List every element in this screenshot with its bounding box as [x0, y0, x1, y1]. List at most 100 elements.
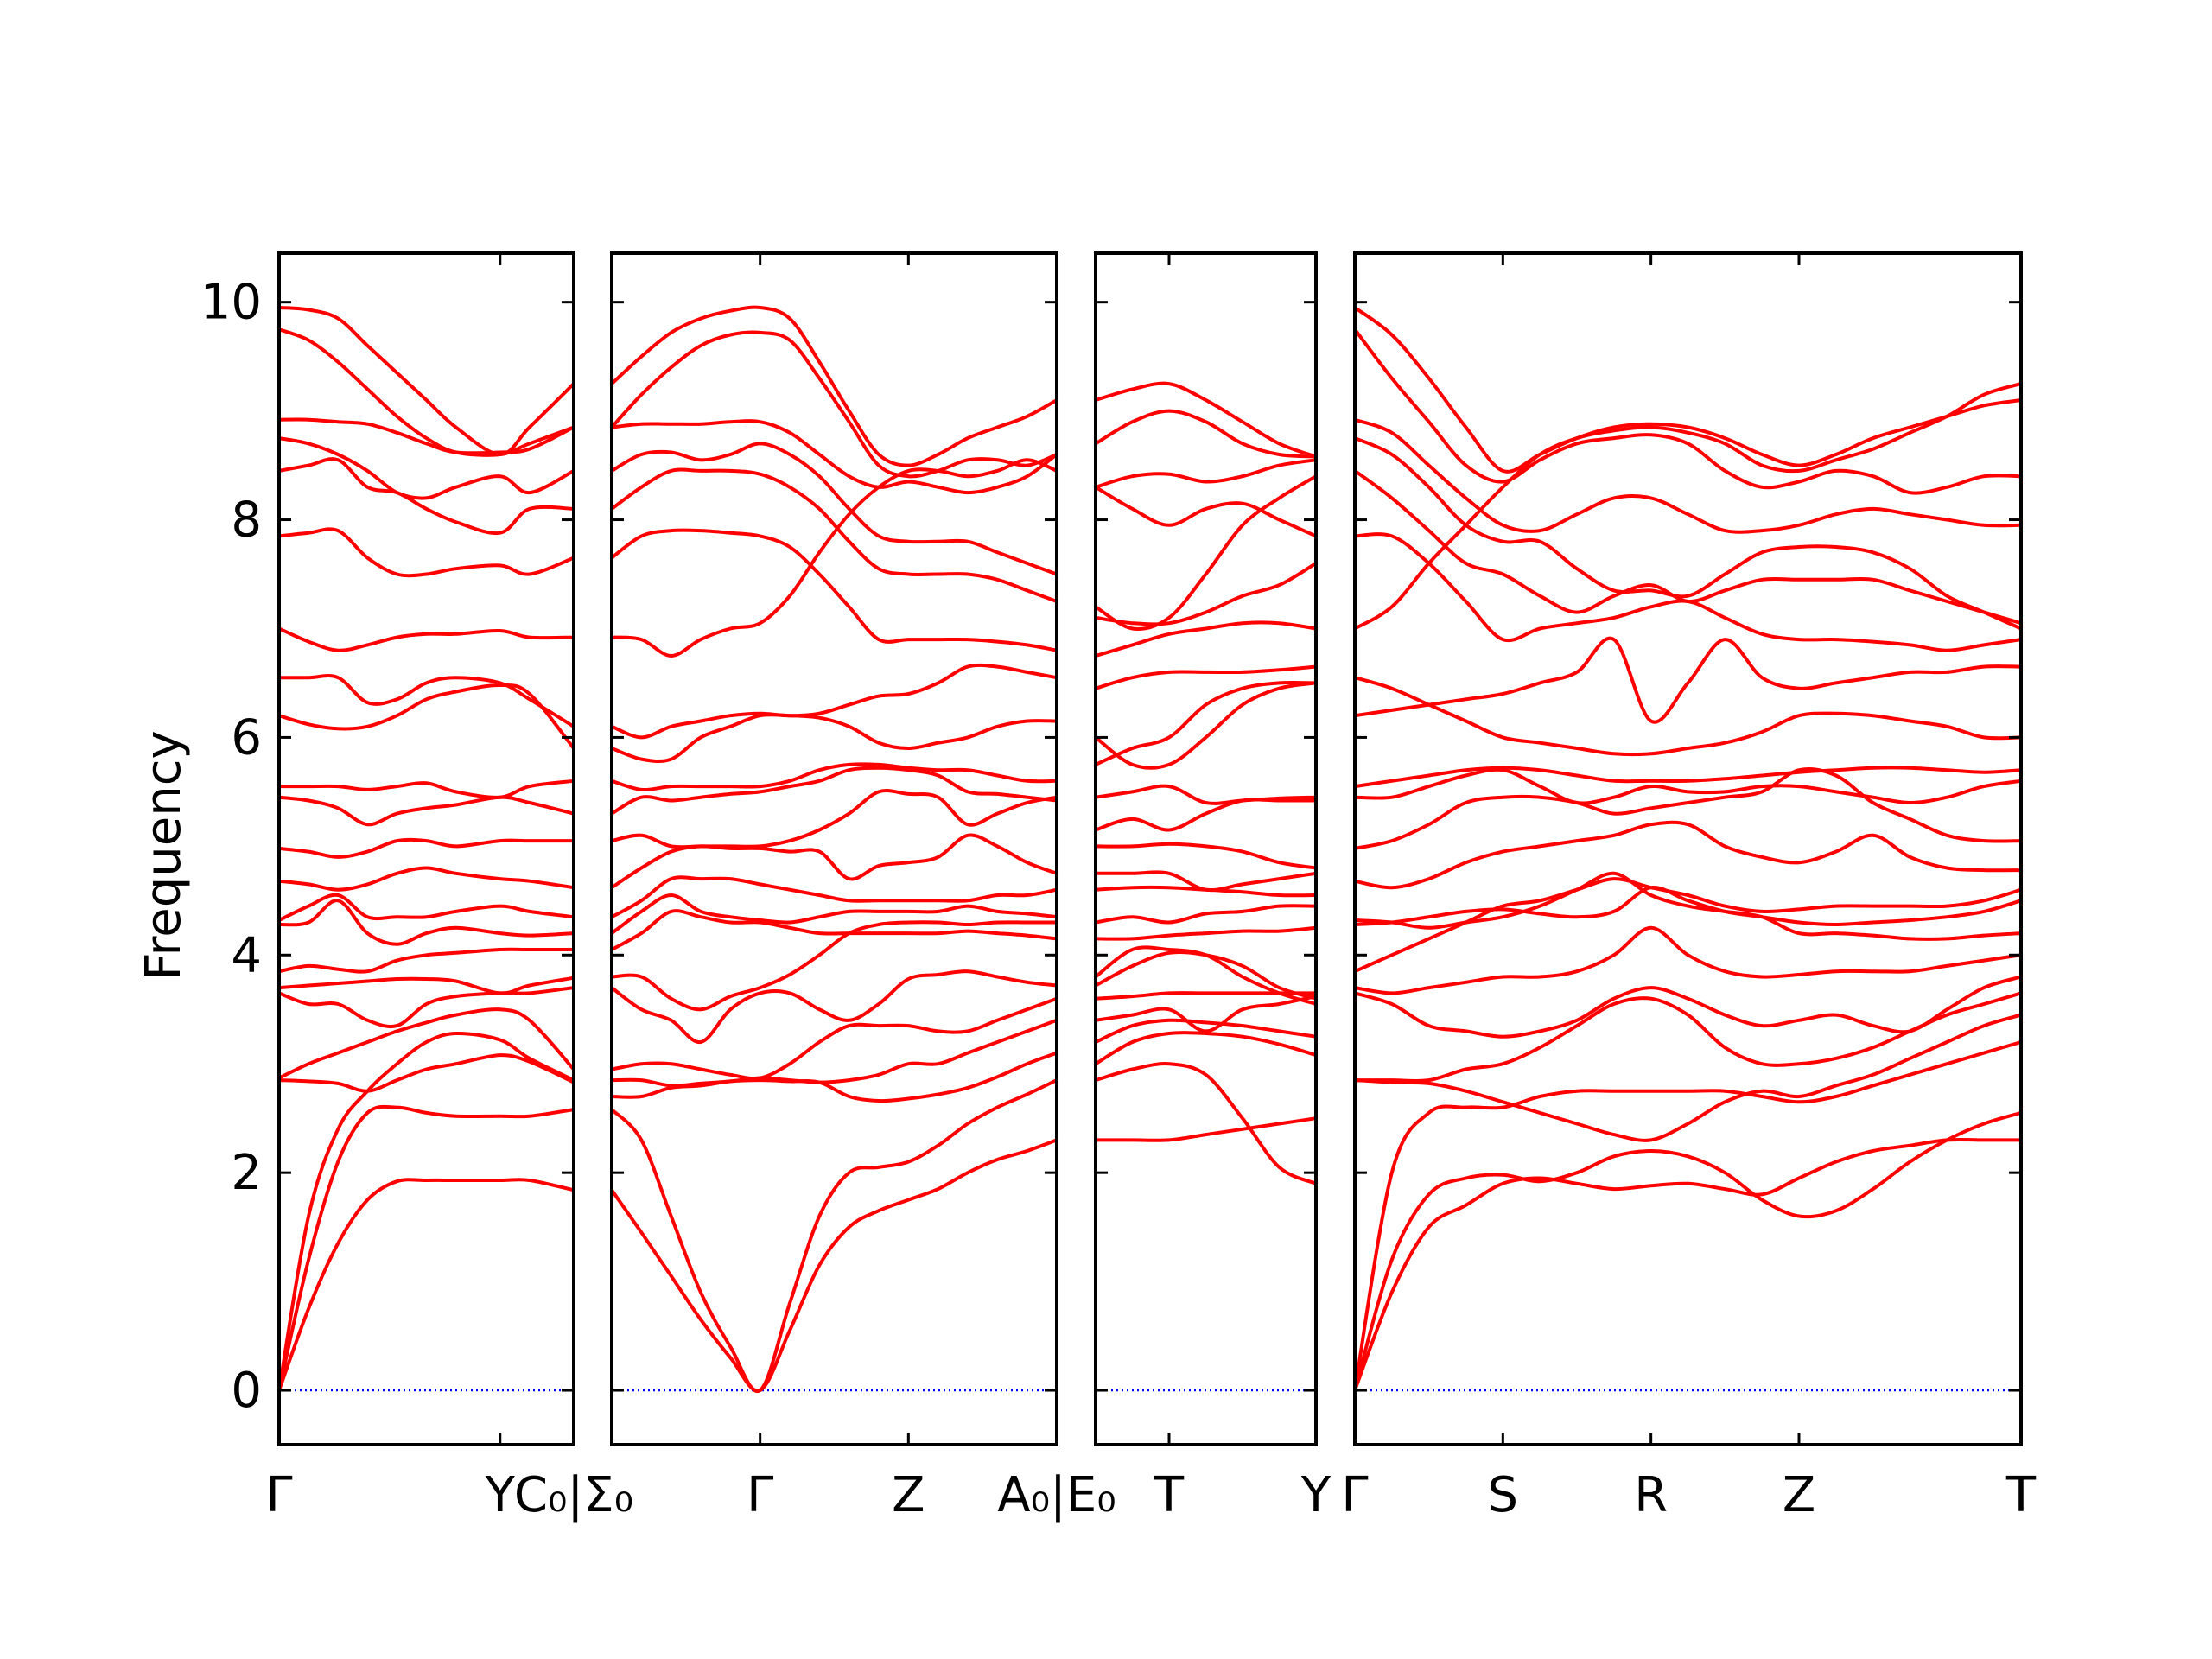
phonon-band-10 — [277, 893, 575, 922]
phonon-band-12 — [610, 789, 1058, 849]
phonon-band-10 — [1094, 904, 1318, 925]
phonon-band-6 — [277, 986, 575, 1029]
phonon-band-25 — [1094, 381, 1318, 459]
phonon-band-1 — [610, 1138, 1058, 1393]
phonon-band-12 — [277, 837, 575, 859]
phonon-band-20 — [1094, 561, 1318, 626]
phonon-band-3 — [1094, 1031, 1318, 1066]
phonon-band-9 — [610, 893, 1058, 936]
x-tick-label: T — [1154, 1467, 1185, 1523]
y-tick-label: 8 — [231, 493, 262, 549]
phonon-band-23 — [610, 305, 1058, 467]
panel-frame — [1353, 251, 2023, 1446]
phonon-band-21 — [1094, 474, 1318, 631]
x-tick-label: Γ — [747, 1467, 773, 1523]
phonon-band-8 — [277, 947, 575, 974]
x-tick-label: Γ — [1341, 1467, 1368, 1523]
phonon-band-24 — [1094, 409, 1318, 459]
phonon-band-14 — [610, 762, 1058, 792]
y-tick-label: 2 — [231, 1145, 262, 1201]
y-tick-label: 10 — [200, 275, 262, 331]
panel-frame — [277, 251, 575, 1446]
phonon-band-17 — [277, 626, 575, 652]
phonon-band-13 — [277, 795, 575, 827]
panels-group: Γ Y C₀|Σ₀ Γ Z A₀|E₀ T Y Γ S R Z T — [265, 251, 2037, 1523]
phonon-band-4 — [277, 1053, 575, 1093]
phonon-band-7 — [610, 920, 1058, 1012]
y-axis-label: Frequency — [136, 730, 192, 980]
phonon-band-19 — [277, 457, 575, 536]
phonon-band-23 — [1094, 458, 1318, 489]
y-tick-label: 4 — [231, 927, 262, 983]
phonon-band-12 — [1094, 870, 1318, 893]
phonon-band-19 — [1353, 468, 2023, 626]
phonon-band-6 — [1353, 975, 2023, 1039]
phonon-band-16 — [1094, 680, 1318, 766]
phonon-band-11 — [610, 833, 1058, 890]
x-tick-label: Γ — [265, 1467, 292, 1523]
phonon-band-13 — [1353, 767, 2023, 805]
phonon-band-17 — [1094, 681, 1318, 770]
phonon-band-2 — [610, 1078, 1058, 1394]
phonon-band-14 — [277, 779, 575, 799]
phonon-band-13 — [610, 766, 1058, 816]
phonon-band-18 — [1094, 664, 1318, 690]
phonon-band-3 — [610, 1051, 1058, 1103]
phonon-band-5 — [1094, 995, 1318, 1033]
panel-1: Γ Y C₀|Σ₀ — [265, 251, 633, 1523]
phonon-band-21 — [1353, 417, 2023, 534]
phonon-band-15 — [1353, 636, 2023, 724]
phonon-band-19 — [610, 467, 1058, 603]
phonon-band-6 — [610, 969, 1058, 1045]
x-tick-label: T — [2005, 1467, 2037, 1523]
phonon-band-8 — [610, 909, 1058, 951]
phonon-band-9 — [277, 899, 575, 946]
phonon-band-2 — [1094, 1062, 1318, 1185]
phonon-band-23 — [277, 306, 575, 456]
phonon-band-13 — [1094, 842, 1318, 870]
x-tick-label: R — [1634, 1467, 1668, 1523]
phonon-band-23 — [1353, 306, 2023, 474]
phonon-band-1 — [277, 1178, 575, 1392]
phonon-band-11 — [277, 866, 575, 892]
phonon-band-20 — [610, 442, 1058, 576]
phonon-band-2 — [277, 1104, 575, 1392]
x-tick-label: Z — [1783, 1467, 1815, 1523]
phonon-band-2 — [1353, 1110, 2023, 1392]
phonon-band-14 — [1353, 766, 2023, 789]
phonon-band-4 — [610, 1018, 1058, 1088]
phonon-band-3 — [277, 1031, 575, 1392]
x-tick-label: A₀|E₀ — [997, 1467, 1116, 1523]
phonon-band-5 — [277, 1007, 575, 1080]
phonon-band-12 — [1353, 766, 2023, 850]
phonon-band-1 — [1094, 1116, 1318, 1142]
x-tick-label: Z — [892, 1467, 925, 1523]
phonon-band-1 — [1353, 1137, 2023, 1392]
phonon-band-15 — [610, 713, 1058, 763]
phonon-band-15 — [1094, 784, 1318, 805]
phonon-band-10 — [1353, 871, 2023, 941]
phonon-band-9 — [1353, 886, 2023, 926]
phonon-band-16 — [277, 674, 575, 728]
phonon-band-7 — [277, 976, 575, 995]
phonon-band-16 — [610, 663, 1058, 740]
x-tick-label: C₀|Σ₀ — [514, 1467, 633, 1523]
phonon-band-5 — [610, 996, 1058, 1081]
y-tick-label: 0 — [231, 1363, 262, 1419]
panel-frame — [1094, 251, 1318, 1446]
phonon-band-16 — [1353, 676, 2023, 757]
phonon-band-4 — [1094, 1018, 1318, 1044]
phonon-band-22 — [1353, 327, 2023, 495]
panel-frame — [610, 251, 1058, 1446]
phonon-band-22 — [1094, 485, 1318, 538]
x-tick-label: Y — [485, 1467, 516, 1523]
y-tick-label: 6 — [231, 709, 262, 766]
phonon-band-17 — [610, 458, 1058, 658]
x-tick-label: S — [1488, 1467, 1519, 1523]
phonon-band-15 — [277, 683, 575, 750]
phonon-band-18 — [610, 528, 1058, 652]
phonon-band-22 — [277, 327, 575, 457]
